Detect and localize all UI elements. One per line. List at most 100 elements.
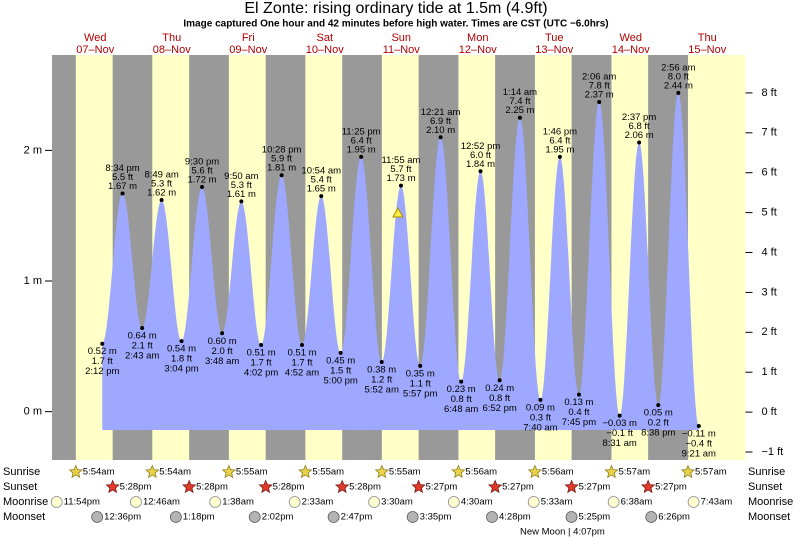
moonset-icon — [565, 511, 578, 523]
tide-extreme — [179, 339, 184, 344]
tide-height-ft: 1.8 ft — [171, 354, 192, 365]
tide-extreme — [398, 183, 403, 188]
tide-height-m: 2.44 m — [664, 80, 693, 91]
moonrise-icon — [288, 496, 301, 508]
sunset-icon — [335, 479, 350, 494]
tide-extreme — [517, 115, 522, 120]
sunset-icon — [564, 479, 579, 494]
tide-height-ft: 0.8 ft — [451, 394, 472, 405]
tide-extreme — [438, 135, 443, 140]
day-weekday: Tue — [545, 32, 564, 44]
tide-time: 2:12 pm — [85, 366, 119, 377]
sunrise-icon — [680, 464, 696, 479]
moonrise-time: 5:33am — [541, 497, 573, 508]
sunset-time: 5:27pm — [655, 482, 687, 493]
tide-extreme — [259, 343, 264, 348]
tide-extreme — [379, 360, 384, 365]
tide-height-m: 0.09 m — [526, 402, 555, 413]
tide-time: 8:34 pm — [105, 163, 139, 174]
tide-height-m: 1.81 m — [267, 163, 296, 174]
tide-height-m: 0.38 m — [367, 365, 396, 376]
tide-time: 9:30 pm — [185, 156, 219, 167]
tide-height-ft: 6.4 ft — [351, 135, 372, 146]
sunrise-time: 5:55am — [236, 467, 268, 478]
tide-height-m: 1.95 m — [347, 144, 376, 155]
daylight-band — [687, 55, 746, 460]
tide-height-ft: 1.1 ft — [410, 378, 431, 389]
tide-time: 8:38 pm — [641, 428, 675, 439]
tide-time: 11:55 am — [382, 155, 421, 166]
row-label: Sunrise — [748, 466, 785, 478]
day-weekday: Wed — [84, 32, 106, 44]
moonset-time: 4:28pm — [499, 512, 531, 523]
moonset-time: 2:47pm — [341, 512, 373, 523]
tide-time: 11:25 pm — [342, 126, 381, 137]
tide-height-m: 1.95 m — [545, 144, 574, 155]
row-label: Moonset — [3, 511, 45, 523]
moonrise-icon — [607, 496, 620, 508]
tide-extreme — [637, 140, 642, 145]
tide-height-m: 0.51 m — [247, 348, 276, 359]
y-tick-label: 0 m — [24, 406, 42, 418]
sunset-time: 5:27pm — [579, 482, 611, 493]
moonset-time: 1:18pm — [183, 512, 215, 523]
moonrise-time: 3:30am — [381, 497, 413, 508]
tide-extreme — [239, 199, 244, 204]
tide-height-m: 0.05 m — [644, 408, 673, 419]
y2-tick-label: −1 ft — [762, 446, 784, 458]
row-label: Moonset — [748, 511, 790, 523]
tide-extreme — [100, 341, 105, 346]
sunset-icon — [105, 479, 120, 494]
tide-time: 5:52 am — [365, 385, 399, 396]
day-weekday: Fri — [242, 32, 255, 44]
tide-height-ft: 0.2 ft — [648, 418, 669, 429]
current-level-marker — [392, 206, 404, 218]
day-weekday: Mon — [467, 32, 488, 44]
day-date: 15–Nov — [688, 44, 726, 56]
tide-time: 1:14 am — [503, 87, 537, 98]
tide-time: 4:02 pm — [244, 368, 278, 379]
row-label: Sunset — [3, 481, 37, 493]
sunset-time: 5:27pm — [426, 482, 458, 493]
sunrise-time: 5:55am — [312, 467, 344, 478]
tide-time: 7:40 am — [523, 422, 557, 433]
moonset-icon — [91, 511, 104, 523]
moonset-icon — [486, 511, 498, 523]
tide-time: 5:00 pm — [324, 375, 358, 386]
moonrise-time: 4:30am — [461, 497, 493, 508]
moonrise-time: 6:38am — [621, 497, 653, 508]
axes: 0 m 1 m 2 m −1 ft 0 ft 1 ft 2 ft 3 ft 4 ft 5 ft 6 … — [24, 87, 784, 458]
sunset-time: 5:27pm — [502, 482, 534, 493]
y2-tick-label: 4 ft — [762, 246, 777, 258]
tide-extreme — [359, 154, 364, 159]
tide-height-ft: 5.5 ft — [112, 172, 133, 183]
sunrise-time: 5:57am — [695, 467, 727, 478]
tide-extreme — [120, 191, 125, 196]
moonrise-icon — [209, 496, 222, 508]
moonrise-icon — [130, 496, 142, 508]
moonrise-icon — [527, 496, 540, 508]
moonrise-time: 11:54pm — [64, 497, 100, 508]
tide-time: 5:57 pm — [403, 388, 437, 399]
sunset-time: 5:28pm — [120, 482, 152, 493]
tide-time: 3:48 am — [205, 356, 239, 367]
day-weekday: Sat — [316, 32, 333, 44]
tide-height-m: 0.54 m — [167, 344, 196, 355]
chart-title: El Zonte: rising ordinary tide at 1.5m (… — [244, 0, 547, 17]
moonset-icon — [645, 511, 658, 523]
sunrise-icon — [298, 464, 313, 479]
moonset-time: 3:35pm — [420, 512, 452, 523]
day-weekday: Wed — [620, 32, 642, 44]
tide-height-ft: 0.8 ft — [489, 393, 510, 404]
tide-height-m: 0.13 m — [564, 397, 593, 408]
tide-extreme — [338, 350, 343, 355]
tide-height-m: 2.37 m — [585, 90, 614, 101]
tide-time: 12:21 am — [421, 107, 461, 118]
tide-height-m: 0.64 m — [128, 331, 157, 342]
tide-time: 7:45 pm — [562, 417, 596, 428]
sunset-icon — [182, 479, 197, 494]
tide-extreme — [220, 331, 225, 336]
tide-extreme — [140, 326, 145, 331]
sunrise-time: 5:55am — [389, 467, 421, 478]
